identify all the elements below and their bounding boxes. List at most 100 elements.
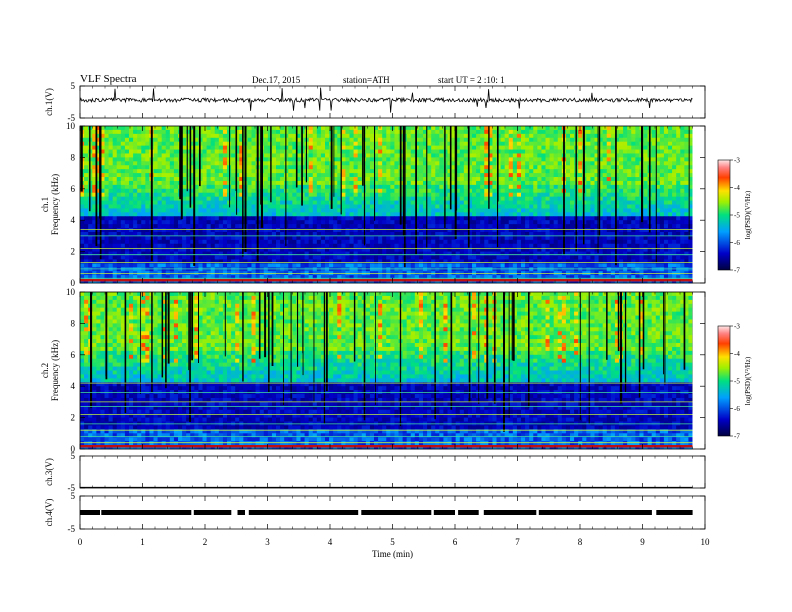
spectrogram-cell (680, 153, 685, 158)
spectrogram-cell (157, 247, 163, 253)
spectrogram-cell (88, 243, 93, 249)
spectrogram-cell (280, 251, 285, 256)
spectrogram-cell (190, 129, 195, 135)
spectrogram-cell (345, 137, 350, 143)
spectrogram-cell (116, 224, 122, 229)
spectrogram-cell (549, 216, 555, 221)
spectrogram-cell (320, 231, 326, 237)
spectrogram-cell (537, 177, 542, 182)
spectrogram-cell (423, 208, 428, 213)
spectrogram-cell (586, 129, 591, 135)
spectrogram-cell (337, 235, 342, 241)
spectrogram-cell (304, 220, 310, 225)
spectrogram-cell (619, 243, 624, 249)
spectrogram-cell (459, 145, 465, 150)
spectrogram-cell (451, 165, 457, 170)
spectrogram-cell (521, 180, 526, 186)
spectrogram-cell (635, 192, 640, 198)
spectrogram-cell (492, 224, 497, 229)
spectrogram-cell (631, 153, 636, 158)
spectrogram-cell (525, 228, 530, 233)
spectrogram-cell (292, 228, 297, 233)
spectrogram-cell (84, 196, 89, 201)
spectrogram-cell (96, 129, 101, 135)
spectrogram-cell (116, 216, 122, 221)
spectrogram-cell (218, 133, 224, 139)
spectrogram-cell (247, 153, 252, 158)
spectrogram-cell (451, 228, 457, 233)
spectrogram-cell (594, 220, 599, 225)
spectrogram-cell (406, 208, 412, 213)
spectrogram-cell (598, 169, 604, 174)
spectrogram-cell (124, 216, 130, 221)
spectrogram-cell (606, 169, 612, 174)
spectrogram-cell (312, 145, 318, 150)
spectrogram-cell (304, 184, 310, 190)
spectrogram-cell (304, 180, 310, 186)
spectrogram-cell (455, 247, 461, 253)
spectrogram-cell (659, 169, 665, 174)
spectrogram-cell (537, 220, 542, 225)
spectrogram-cell (137, 247, 142, 253)
spectrogram-cell (267, 208, 273, 213)
spectrogram-cell (112, 247, 118, 253)
spectrogram-cell (688, 239, 693, 245)
spectrogram-cell (300, 204, 305, 209)
spectrogram-cell (467, 216, 473, 221)
spectrogram-cell (541, 157, 546, 162)
spectrogram-cell (378, 161, 383, 166)
spectrogram-cell (218, 251, 224, 256)
spectrogram-cell (320, 177, 326, 182)
spectrogram-cell (619, 228, 624, 233)
spectrogram-cell (296, 216, 301, 221)
spectrogram-cell (231, 231, 236, 237)
spectrogram-cell (467, 200, 473, 205)
spectrogram-cell (378, 177, 383, 182)
spectrogram-cell (688, 133, 693, 139)
station-label: station=ATH (343, 75, 390, 85)
spectrogram-cell (537, 129, 542, 135)
spectrogram-cell (578, 173, 583, 178)
spectrogram-cell (570, 243, 575, 249)
spectrogram-cell (276, 169, 281, 174)
spectrogram-cell (418, 196, 424, 201)
spectrogram-cell (116, 177, 122, 182)
spectrogram-cell (463, 180, 469, 186)
spectrogram-cell (308, 137, 314, 143)
spectrogram-cell (553, 231, 559, 237)
spectrogram-cell (614, 180, 620, 186)
spectrogram-cell (157, 129, 163, 135)
spectrogram-cell (316, 133, 322, 139)
spectrogram-cell (516, 228, 522, 233)
spectrogram-cell (545, 188, 550, 194)
spectrogram-cell (161, 235, 167, 241)
spectrogram-cell (619, 153, 624, 158)
spectrogram-cell (565, 243, 571, 249)
spectrogram-cell (129, 204, 134, 209)
spectrogram-cell (353, 200, 359, 205)
spectrogram-cell (472, 216, 477, 221)
spectrogram-cell (418, 169, 424, 174)
spectrogram-cell (190, 235, 195, 241)
spectrogram-cell (80, 208, 85, 213)
spectrogram-cell (549, 145, 555, 150)
spectrogram-cell (137, 184, 142, 190)
spectrogram-cell (280, 235, 285, 241)
spectrogram-cell (500, 212, 506, 217)
spectrogram-cell (280, 141, 285, 147)
spectrogram-cell (476, 169, 481, 174)
spectrogram-cell (455, 188, 461, 194)
spectrogram-cell (365, 141, 371, 147)
spectrogram-cell (598, 192, 604, 198)
spectrogram-cell (602, 243, 608, 249)
spectrogram-cell (124, 239, 130, 245)
spectrogram-cell (231, 247, 236, 253)
spectrogram-cell (161, 196, 167, 201)
spectrogram-cell (222, 133, 228, 139)
spectrogram-cell (655, 251, 661, 256)
spectrogram-cell (202, 239, 207, 245)
spectrogram-cell (610, 196, 616, 201)
spectrogram-cell (169, 208, 175, 213)
spectrogram-cell (672, 137, 677, 143)
spectrogram-cell (447, 165, 452, 170)
